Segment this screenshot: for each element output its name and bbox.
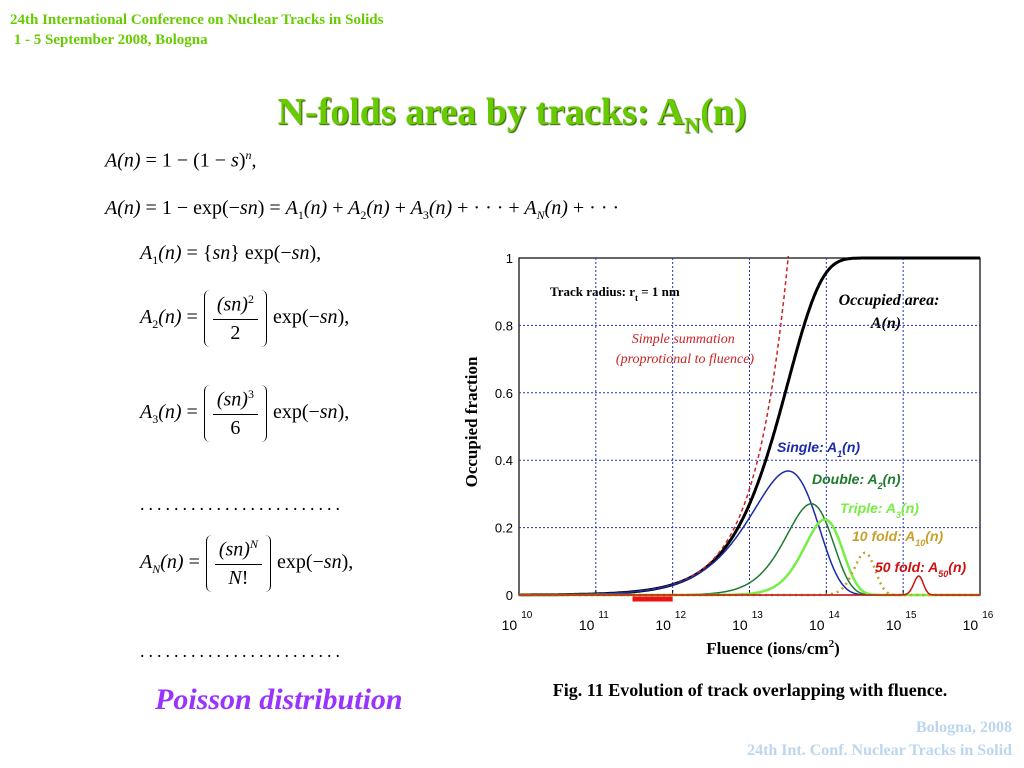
equation-A1: A1(n) = {sn} exp(−sn), — [140, 242, 322, 267]
equation-A2: A2(n) = (sn)2 2 exp(−sn), — [140, 290, 349, 347]
footer-conference: 24th Int. Conf. Nuclear Tracks in Solid — [747, 742, 1012, 759]
annotation-occupied-area: Occupied area: A(n) — [839, 292, 944, 332]
x-axis-label: Fluence (ions/cm2) — [706, 638, 839, 658]
equation-A3: A3(n) = (sn)3 6 exp(−sn), — [140, 385, 349, 442]
footer: Bologna, 2008 24th Int. Conf. Nuclear Tr… — [747, 716, 1012, 762]
ellipsis-row-2: ........................ — [140, 641, 344, 661]
x-tick-label: 1013 — [732, 610, 763, 633]
footer-city-year: Bologna, 2008 — [915, 719, 1012, 736]
conference-dates: 1 - 5 September 2008, Bologna — [13, 32, 208, 48]
series-label-A2: Double: A2(n) — [812, 471, 901, 491]
x-tick-label: 1010 — [502, 610, 533, 633]
figure-caption: Fig. 11 Evolution of track overlapping w… — [552, 680, 948, 700]
equation-area-formula: A(n) = 1 − (1 − s)n, — [105, 148, 257, 172]
y-tick-label: 0.4 — [495, 453, 513, 468]
y-tick-label: 1 — [506, 251, 513, 266]
equation-AN: AN(n) = (sn)N N! exp(−sn), — [140, 535, 353, 592]
ellipsis-row-1: ........................ — [140, 494, 344, 514]
annotation-simple-summation: Simple summation (proprotional to fluenc… — [616, 332, 754, 367]
y-tick-label: 0 — [506, 588, 513, 603]
y-tick-label: 0.6 — [495, 386, 513, 401]
series-label-A10: 10 fold: A10(n) — [852, 528, 943, 548]
conference-header: 24th International Conference on Nuclear… — [10, 10, 384, 50]
series-label-A50: 50 fold: A50(n) — [875, 559, 966, 579]
x-tick-label: 1011 — [579, 610, 609, 633]
y-tick-label: 0.8 — [495, 318, 513, 333]
x-tick-label: 1014 — [809, 610, 840, 633]
annotation-track-radius: Track radius: rt = 1 nm — [550, 284, 680, 303]
poisson-label: Poisson distribution — [155, 683, 403, 716]
series-line-A50 — [519, 575, 980, 596]
conference-name: 24th International Conference on Nuclear… — [10, 12, 384, 28]
x-tick-label: 1015 — [886, 610, 917, 633]
y-tick-label: 0.2 — [495, 521, 513, 536]
series-label-A1: Single: A1(n) — [777, 439, 860, 459]
x-tick-label: 1016 — [963, 610, 994, 633]
y-axis-label: Occupied fraction — [462, 356, 481, 487]
x-tick-label: 1012 — [655, 610, 686, 633]
series-label-A3: Triple: A3(n) — [840, 500, 919, 520]
slide-title: N-folds area by tracks: AN(n) — [277, 91, 747, 138]
equation-exp-expansion: A(n) = 1 − exp(−sn) = A1(n) + A2(n) + A3… — [105, 197, 620, 222]
